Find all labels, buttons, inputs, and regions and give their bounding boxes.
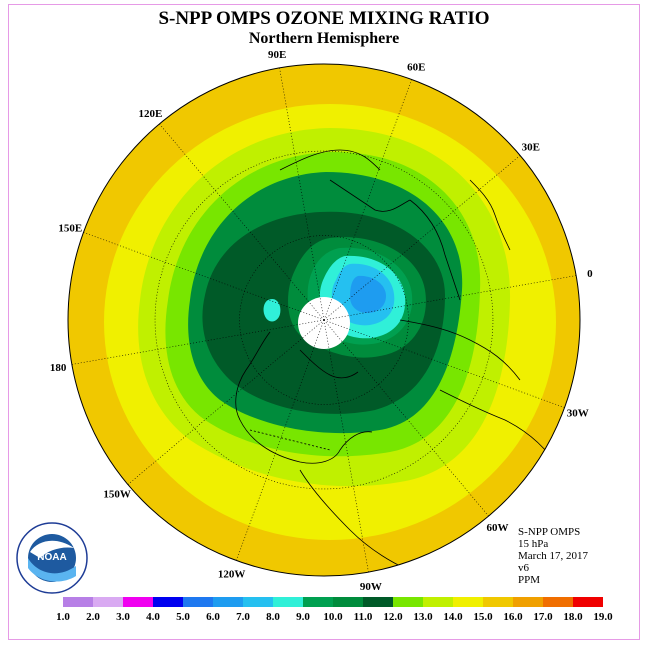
longitude-label: 30E [522,141,540,153]
meridian-line [323,275,577,321]
colorbar-label: 5.0 [176,611,190,623]
logo-bird-shape [30,540,74,558]
india-coast [469,179,511,251]
colorbar-swatch [303,597,333,607]
colorbar-swatch [393,597,423,607]
band-6-7 [350,275,386,313]
meridian-line [236,319,325,561]
longitude-label: 30W [567,407,589,419]
colorbar-swatch [423,597,453,607]
meridian-line [323,155,521,321]
greenland-coast [299,349,359,379]
alaska-coast [235,331,271,421]
colorbar-swatch [333,597,363,607]
colorbar-label: 2.0 [86,611,100,623]
colorbar-label: 13.0 [413,611,433,623]
meridian-line [279,67,325,321]
colorbar-swatch [573,597,603,607]
north-america-coast [239,419,373,464]
longitude-label: 150E [58,223,82,235]
longitude-label: 120E [139,108,163,120]
colorbar-label: 6.0 [206,611,220,623]
colorbar-label: 17.0 [533,611,553,623]
colorbar-swatch [483,597,513,607]
colorbar-swatch [183,597,213,607]
colorbar-swatch [63,597,93,607]
longitude-label: 0 [587,268,593,280]
meridian-line [323,79,412,321]
colorbar-label: 18.0 [563,611,583,623]
colorbar-label: 7.0 [236,611,250,623]
polar-night-hole [298,297,350,349]
info-date: March 17, 2017 [518,550,588,562]
colorbar-label: 4.0 [146,611,160,623]
meridian-line [323,319,565,408]
graticule [71,67,577,573]
info-pressure-level: 15 hPa [518,538,549,550]
info-version: v6 [518,562,529,574]
colorbar-swatch [273,597,303,607]
meridian-line [127,319,325,485]
latitude-circle [239,235,409,405]
ozone-field [68,64,580,576]
noaa-logo: NOAA [16,522,88,594]
china-coast [279,149,381,171]
band-8-9-small [263,298,281,322]
colorbar-label: 16.0 [503,611,523,623]
colorbar-swatch [93,597,123,607]
longitude-label: 150W [103,489,131,501]
colorbar-swatch [153,597,183,607]
info-units: PPM [518,574,541,586]
latitude-circle [154,150,494,490]
colorbar-label: 11.0 [353,611,373,623]
logo-water [28,558,76,582]
europe-coast [399,319,521,381]
colorbar-swatch [513,597,543,607]
longitude-label: 180 [50,362,67,374]
longitude-label: 90E [268,49,286,61]
page-title: S-NPP OMPS OZONE MIXING RATIO [158,8,490,29]
longitude-label: 120W [218,569,246,581]
colorbar-label: 15.0 [473,611,493,623]
colorbar-label: 14.0 [443,611,463,623]
colorbar-label: 9.0 [296,611,310,623]
asia-coast [409,199,461,301]
colorbar-swatch [543,597,573,607]
colorbar-swatch [213,597,243,607]
info-instrument: S-NPP OMPS [518,526,581,538]
colorbar-label: 12.0 [383,611,403,623]
page-subtitle: Northern Hemisphere [248,30,400,47]
longitude-labels: 90E 60E 30E 0 30W 60W 90W 120W 150W 180 150E 120E [50,49,593,593]
meridian-line [71,319,325,365]
globe-outline [67,63,581,577]
logo-text: NOAA [37,552,66,563]
colorbar-swatch [363,597,393,607]
colorbar-swatch [123,597,153,607]
us-borders [249,429,331,451]
meridian-line [159,123,325,321]
longitude-label: 60E [407,61,425,73]
product-info: S-NPP OMPS 15 hPa March 17, 2017 v6 PPM [518,526,588,586]
meridian-line [323,319,489,517]
colorbar-label: 1.0 [56,611,70,623]
colorbar-swatch [453,597,483,607]
meridian-line [83,232,325,321]
meridian-line [323,319,369,573]
longitude-label: 60W [487,522,509,534]
colorbar-label: 10.0 [323,611,343,623]
colorbar-swatch [243,597,273,607]
longitude-label: 90W [360,581,382,593]
siberia-coast [329,179,411,212]
colorbar-label: 19.0 [593,611,613,623]
colorbar-label: 3.0 [116,611,130,623]
colorbar-label: 8.0 [266,611,280,623]
figure-frame [8,4,640,640]
